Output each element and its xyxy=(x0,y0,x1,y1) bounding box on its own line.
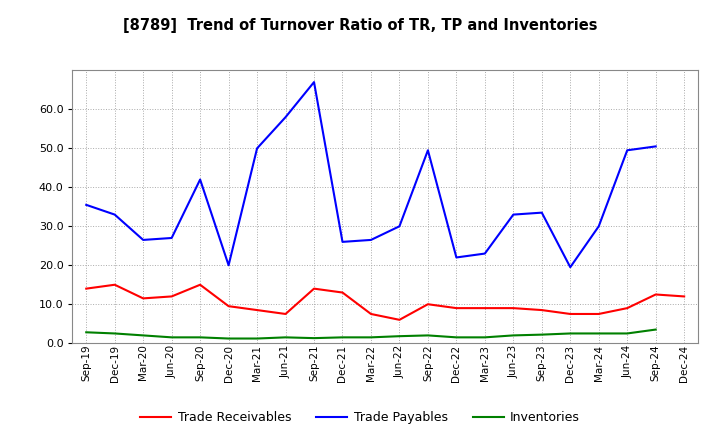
Trade Payables xyxy=(509,212,518,217)
Trade Payables xyxy=(452,255,461,260)
Trade Receivables xyxy=(395,317,404,323)
Trade Receivables xyxy=(282,312,290,317)
Trade Receivables xyxy=(196,282,204,287)
Trade Payables xyxy=(225,263,233,268)
Line: Trade Payables: Trade Payables xyxy=(86,82,656,267)
Trade Payables xyxy=(566,264,575,270)
Inventories xyxy=(167,335,176,340)
Trade Payables xyxy=(652,144,660,149)
Inventories xyxy=(338,335,347,340)
Trade Payables xyxy=(167,235,176,241)
Inventories xyxy=(253,336,261,341)
Trade Receivables xyxy=(509,305,518,311)
Trade Payables xyxy=(480,251,489,256)
Trade Receivables xyxy=(225,304,233,309)
Inventories xyxy=(537,332,546,337)
Inventories xyxy=(282,335,290,340)
Trade Payables xyxy=(139,237,148,242)
Trade Payables xyxy=(423,148,432,153)
Inventories xyxy=(310,335,318,341)
Line: Inventories: Inventories xyxy=(86,330,656,338)
Inventories xyxy=(225,336,233,341)
Trade Payables xyxy=(196,177,204,182)
Trade Receivables xyxy=(310,286,318,291)
Trade Receivables xyxy=(139,296,148,301)
Line: Trade Receivables: Trade Receivables xyxy=(86,285,684,320)
Trade Receivables xyxy=(537,308,546,313)
Text: [8789]  Trend of Turnover Ratio of TR, TP and Inventories: [8789] Trend of Turnover Ratio of TR, TP… xyxy=(122,18,598,33)
Inventories xyxy=(395,334,404,339)
Trade Receivables xyxy=(423,301,432,307)
Inventories xyxy=(566,331,575,336)
Inventories xyxy=(366,335,375,340)
Inventories xyxy=(595,331,603,336)
Trade Receivables xyxy=(480,305,489,311)
Inventories xyxy=(623,331,631,336)
Trade Receivables xyxy=(595,312,603,317)
Trade Receivables xyxy=(566,312,575,317)
Trade Receivables xyxy=(253,308,261,313)
Inventories xyxy=(652,327,660,332)
Trade Receivables xyxy=(680,294,688,299)
Trade Receivables xyxy=(452,305,461,311)
Trade Receivables xyxy=(82,286,91,291)
Trade Payables xyxy=(595,224,603,229)
Inventories xyxy=(196,335,204,340)
Trade Payables xyxy=(282,114,290,120)
Trade Payables xyxy=(366,237,375,242)
Inventories xyxy=(139,333,148,338)
Inventories xyxy=(480,335,489,340)
Legend: Trade Receivables, Trade Payables, Inventories: Trade Receivables, Trade Payables, Inven… xyxy=(135,407,585,429)
Inventories xyxy=(423,333,432,338)
Inventories xyxy=(110,331,119,336)
Trade Receivables xyxy=(167,294,176,299)
Trade Payables xyxy=(310,80,318,85)
Trade Receivables xyxy=(623,305,631,311)
Trade Payables xyxy=(395,224,404,229)
Trade Receivables xyxy=(338,290,347,295)
Trade Payables xyxy=(82,202,91,208)
Trade Payables xyxy=(537,210,546,215)
Inventories xyxy=(82,330,91,335)
Trade Receivables xyxy=(366,312,375,317)
Trade Receivables xyxy=(110,282,119,287)
Trade Payables xyxy=(623,148,631,153)
Trade Receivables xyxy=(652,292,660,297)
Trade Payables xyxy=(338,239,347,245)
Inventories xyxy=(509,333,518,338)
Inventories xyxy=(452,335,461,340)
Trade Payables xyxy=(253,146,261,151)
Trade Payables xyxy=(110,212,119,217)
